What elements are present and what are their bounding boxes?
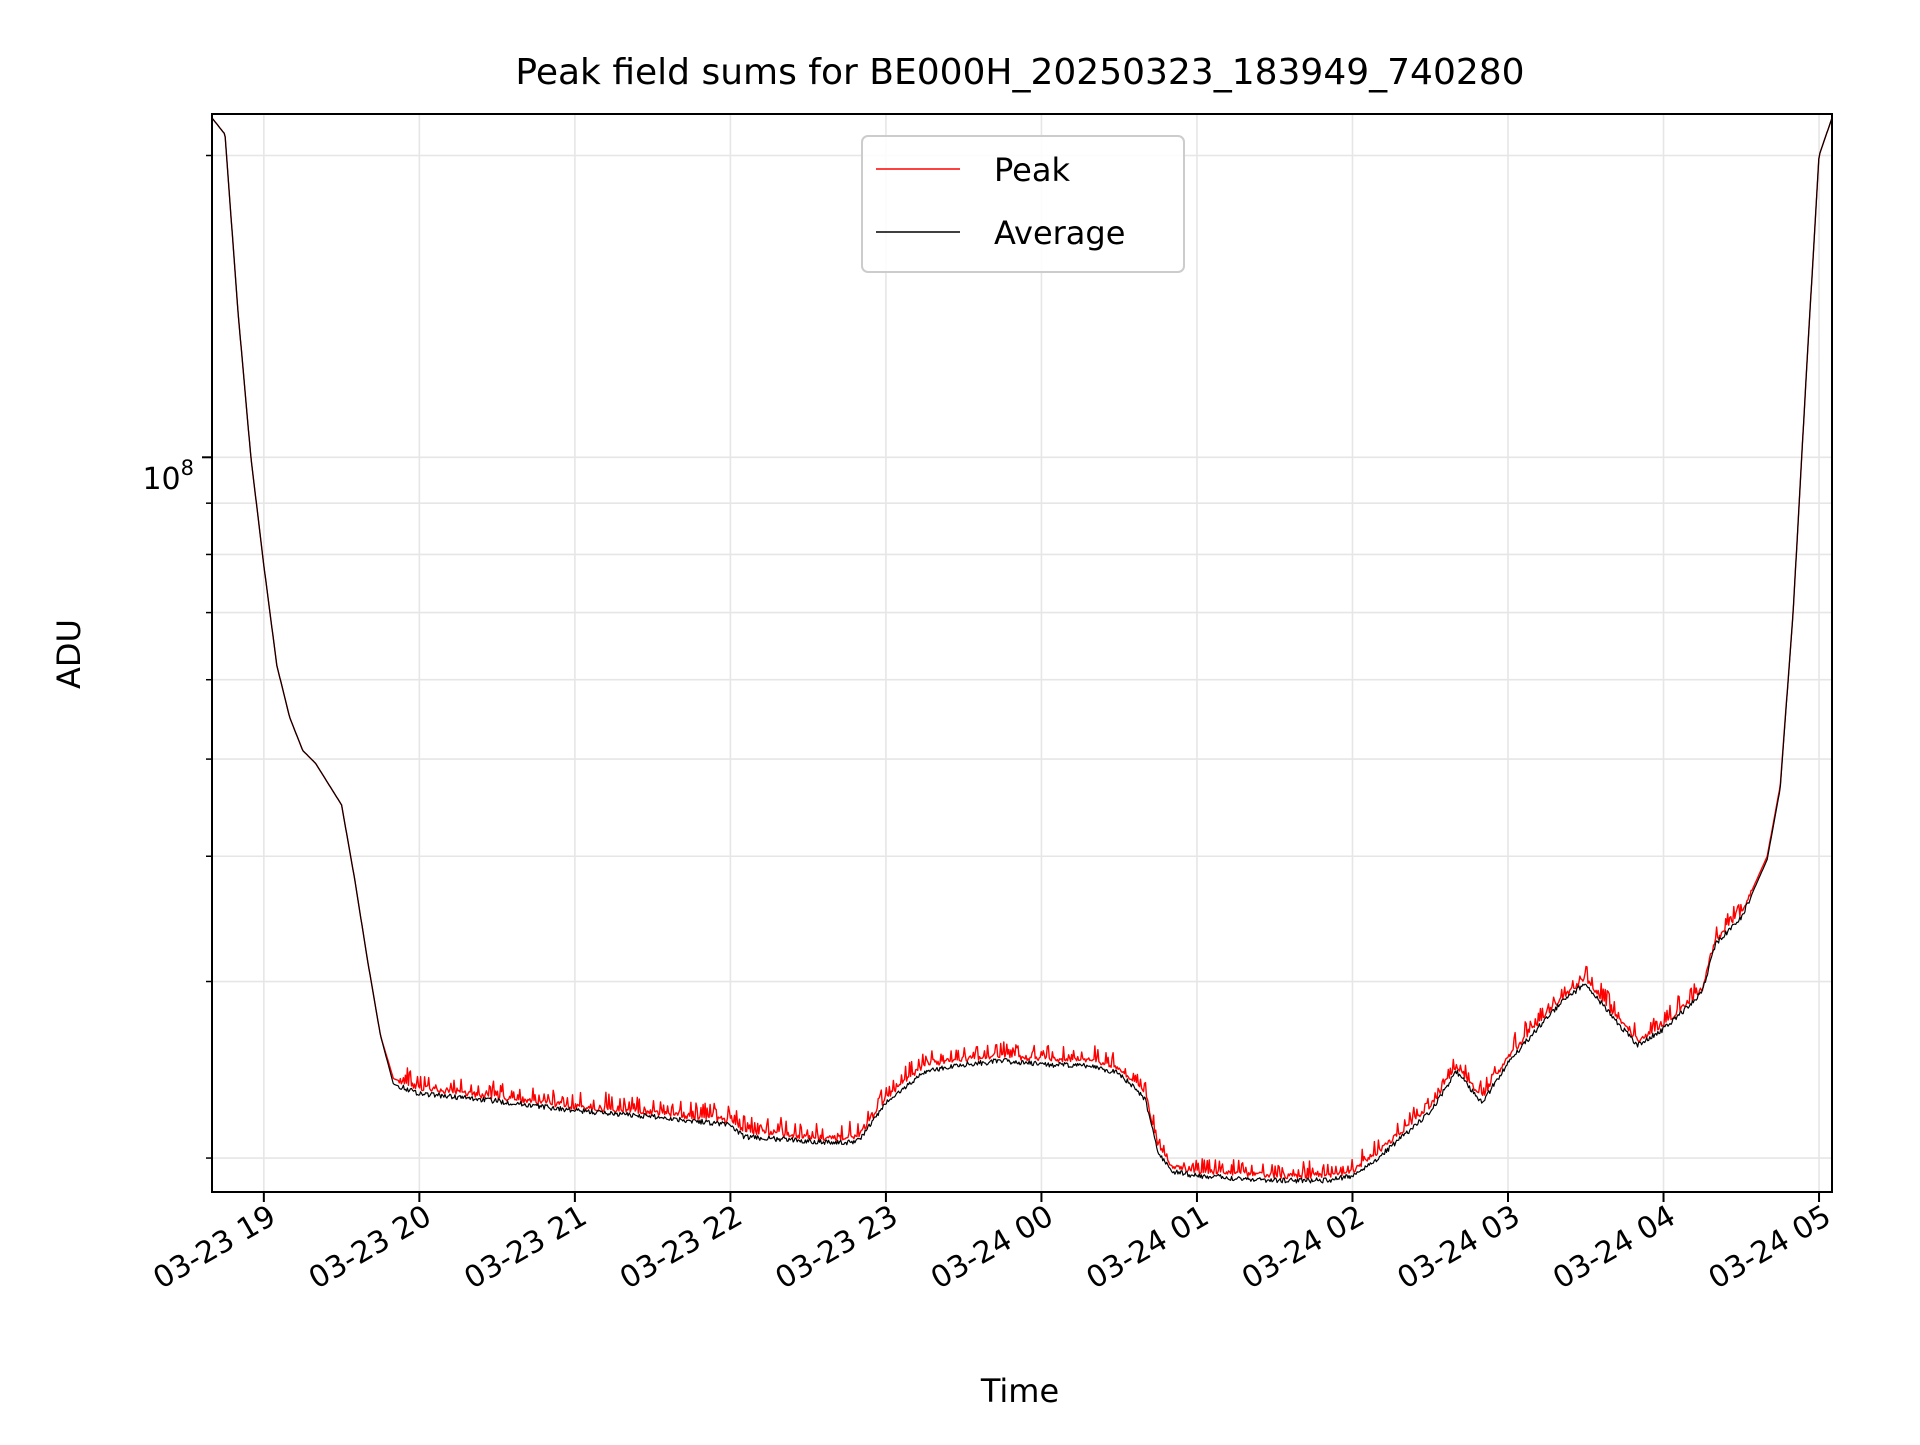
legend-average-label: Average (994, 214, 1125, 252)
chart-title: Peak field sums for BE000H_20250323_1839… (515, 52, 1524, 93)
y-axis-label: ADU (50, 619, 88, 689)
x-tick-label: 03-23 22 (614, 1199, 748, 1297)
y-axis-ticks (202, 154, 212, 1159)
x-tick-label: 03-24 05 (1703, 1199, 1837, 1297)
legend: Peak Average (861, 135, 1185, 273)
x-axis-label: Time (980, 1372, 1059, 1410)
y-tick-base: 10 (142, 462, 180, 497)
x-tick-label: 03-24 03 (1392, 1199, 1526, 1297)
x-tick-label: 03-24 01 (1081, 1199, 1215, 1297)
grid (212, 114, 1832, 1192)
x-tick-label: 03-24 02 (1236, 1199, 1370, 1297)
legend-box (861, 135, 1185, 273)
x-tick-label: 03-23 23 (770, 1199, 904, 1297)
legend-peak-label: Peak (994, 151, 1070, 189)
x-axis-ticks: 03-23 19 03-23 20 03-23 21 03-23 22 03-23 23… (148, 1192, 1837, 1297)
x-tick-label: 03-24 04 (1547, 1199, 1681, 1297)
x-tick-label: 03-23 19 (148, 1199, 282, 1297)
axes-frame (211, 113, 1833, 1193)
x-tick-label: 03-23 21 (459, 1199, 593, 1297)
x-tick-label: 03-23 20 (303, 1199, 437, 1297)
series-lines (211, 117, 1833, 1184)
average-series-line (211, 117, 1833, 1184)
y-tick-exponent: 8 (181, 456, 194, 480)
x-tick-label: 03-24 00 (925, 1199, 1059, 1297)
y-tick-label-1e8: 108 (142, 456, 194, 497)
peak-series-line (211, 117, 1833, 1180)
